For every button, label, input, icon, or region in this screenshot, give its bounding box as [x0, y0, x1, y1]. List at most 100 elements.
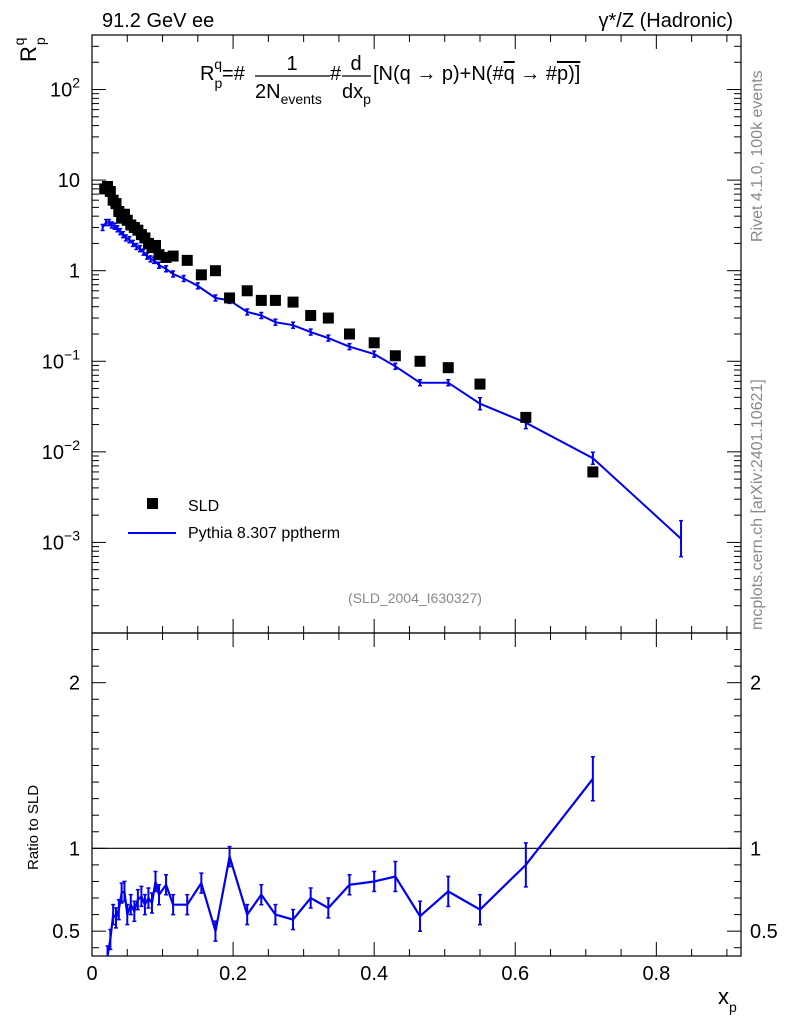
y-label-sup: q	[11, 38, 27, 46]
sld-data-point	[414, 355, 426, 367]
x-tick-labels: 0 0.2 0.4 0.6 0.8	[86, 963, 670, 985]
tick-base: 10	[58, 170, 80, 192]
sld-data-point	[224, 292, 236, 304]
sld-data-point	[241, 285, 253, 297]
formula-hash: #	[330, 63, 342, 85]
y-label-sub: p	[32, 37, 48, 45]
main-y-axis-label: Rpq	[11, 37, 48, 62]
tick-base: 10	[42, 351, 64, 373]
svg-text:Rpq: Rpq	[11, 37, 48, 62]
x-axis-label: xp	[718, 984, 737, 1015]
sld-data-point	[343, 328, 355, 340]
x-tick-label: 0.4	[360, 963, 388, 985]
legend-sld-label: SLD	[188, 498, 219, 515]
sld-data-point	[442, 362, 454, 374]
x-tick-label: 0.6	[501, 963, 529, 985]
legend-mc-label: Pythia 8.307 pptherm	[188, 525, 340, 542]
tick-base: 1	[69, 261, 80, 283]
ratio-y-tick-label-right: 1	[750, 838, 761, 860]
sld-series-main	[99, 181, 599, 478]
sld-data-point	[209, 265, 221, 277]
mc-series-main	[100, 218, 684, 558]
svg-text:[N(q → p)+N(#q → #p)]: [N(q → p)+N(#q → #p)]	[373, 63, 580, 85]
sld-data-point	[305, 310, 317, 322]
rivet-version-label: Rivet 4.1.0, 100k events	[749, 70, 766, 242]
sld-data-point	[389, 350, 401, 362]
ratio-panel-frame	[91, 632, 742, 957]
analysis-id-label: (SLD_2004_I630327)	[348, 590, 482, 606]
formula-d-den-sub: p	[363, 91, 371, 107]
formula-qbar: q	[504, 63, 515, 85]
sld-data-point	[474, 378, 486, 390]
formula: Rpq=# 1 2Nevents # d dxp [N(q → p)+N(#q …	[200, 53, 580, 107]
formula-den-sub: events	[281, 91, 322, 107]
main-panel-frame	[91, 34, 742, 634]
sld-data-point	[195, 269, 207, 281]
svg-text:dxp: dxp	[342, 81, 371, 107]
tick-base: 10	[42, 532, 64, 554]
x-tick-label: 0.2	[219, 963, 247, 985]
formula-arrow: → #	[515, 63, 558, 85]
x-label-sub: p	[729, 999, 737, 1015]
main-y-tick-label: 10−2	[42, 437, 80, 464]
tick-exponent: −3	[64, 527, 80, 543]
svg-text:2Nevents: 2Nevents	[255, 81, 322, 107]
formula-d-den: dx	[342, 81, 363, 103]
main-y-tick-label: 10−1	[42, 346, 80, 373]
formula-lhs: R	[200, 63, 214, 85]
sld-data-point	[118, 208, 130, 220]
legend-sld-marker	[147, 498, 158, 509]
header-process-label: γ*/Z (Hadronic)	[599, 10, 733, 32]
ratio-y-tick-label-right: 0.5	[750, 921, 778, 943]
sld-data-point	[104, 185, 116, 197]
main-y-tick-label: 102	[50, 75, 80, 102]
ratio-y-tick-label: 1	[69, 838, 80, 860]
ratio-line	[106, 778, 594, 957]
ratio-y-axis-label: Ratio to SLD	[25, 785, 42, 870]
mcplots-credit-label: mcplots.cern.ch [arXiv:2401.10621]	[749, 379, 766, 630]
main-y-tick-label: 10	[58, 170, 80, 192]
main-y-tick-label: 10−3	[42, 527, 80, 554]
sld-data-point	[153, 249, 165, 261]
sld-data-point	[160, 251, 172, 263]
legend: SLD Pythia 8.307 pptherm	[128, 498, 340, 542]
tick-exponent: 2	[72, 75, 80, 91]
tick-exponent: −2	[64, 437, 80, 453]
sld-data-point	[113, 206, 125, 218]
x-label-main: x	[718, 984, 729, 1009]
sld-data-point	[322, 312, 334, 324]
svg-text:Rpq=#: Rpq=#	[200, 56, 246, 91]
sld-data-point	[368, 337, 380, 349]
formula-lhs-sup: q	[214, 56, 222, 72]
sld-data-point	[587, 466, 599, 478]
header-energy-label: 91.2 GeV ee	[102, 10, 214, 32]
tick-exponent: −1	[64, 346, 80, 362]
x-tick-label: 0.8	[642, 963, 670, 985]
formula-eq: =#	[222, 63, 246, 85]
ratio-series	[92, 756, 741, 957]
formula-num: 1	[286, 53, 297, 75]
sld-data-point	[110, 198, 122, 210]
ratio-y-tick-labels: 0.5 0.5 1 1 2 2	[52, 673, 778, 943]
sld-data-point	[269, 294, 281, 306]
main-y-tick-label: 1	[69, 261, 80, 283]
tick-base: 10	[50, 80, 72, 102]
formula-lhs-sub: p	[214, 75, 222, 91]
mc-line	[101, 221, 682, 540]
sld-data-point	[181, 254, 193, 266]
sld-data-point	[167, 250, 179, 262]
sld-data-point	[149, 239, 161, 251]
ratio-axis-ticks	[91, 633, 741, 956]
sld-data-point	[287, 296, 299, 308]
ratio-y-tick-label-right: 2	[750, 673, 761, 695]
ratio-y-tick-label: 2	[69, 673, 80, 695]
x-tick-label: 0	[86, 963, 97, 985]
ratio-y-tick-label: 0.5	[52, 921, 80, 943]
sld-data-point	[520, 411, 532, 423]
formula-d-num: d	[350, 53, 361, 75]
formula-den: 2N	[255, 81, 281, 103]
sld-data-point	[255, 294, 267, 306]
tick-base: 10	[42, 442, 64, 464]
